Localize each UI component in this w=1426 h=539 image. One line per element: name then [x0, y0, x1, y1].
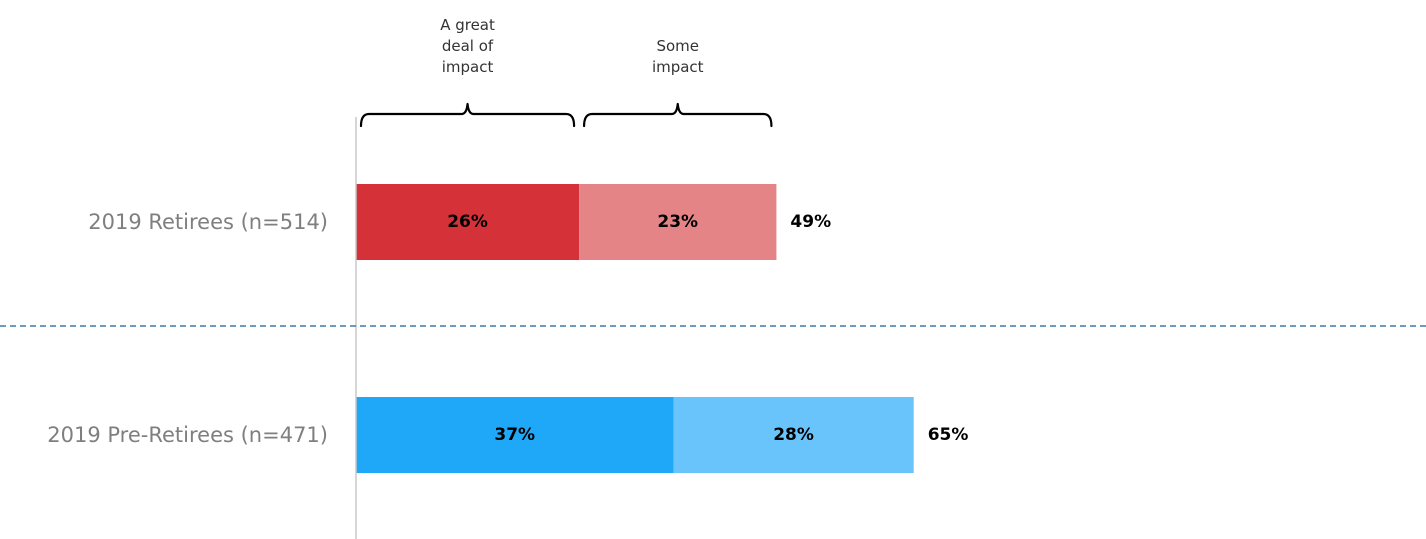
column-header-line: deal of — [442, 37, 494, 55]
segment-value-label: 26% — [447, 212, 488, 232]
bar-labels: 2019 Retirees (n=514) 26% 23% 49% 2019 Pre-R… — [47, 210, 968, 447]
segment-value-label: 23% — [657, 212, 698, 232]
column-header-line: A great — [440, 16, 495, 34]
column-headers: A great deal of impact Some impact — [440, 16, 703, 76]
column-header-line: impact — [652, 58, 704, 76]
segment-value-label: 28% — [773, 425, 814, 445]
curly-bracket — [359, 102, 576, 128]
category-label: 2019 Pre-Retirees (n=471) — [47, 423, 328, 447]
bar-segment — [579, 184, 777, 260]
total-value-label: 65% — [928, 425, 969, 445]
segment-value-label: 37% — [494, 425, 535, 445]
column-header-line: impact — [442, 58, 494, 76]
bar-segment — [673, 397, 914, 473]
total-value-label: 49% — [790, 212, 831, 232]
bar-segments — [356, 184, 914, 473]
header-brackets — [359, 102, 773, 128]
category-label: 2019 Retirees (n=514) — [88, 210, 328, 234]
bar-segment — [356, 397, 674, 473]
bar-segment — [356, 184, 580, 260]
column-header-line: Some — [656, 37, 699, 55]
curly-bracket — [582, 102, 773, 128]
